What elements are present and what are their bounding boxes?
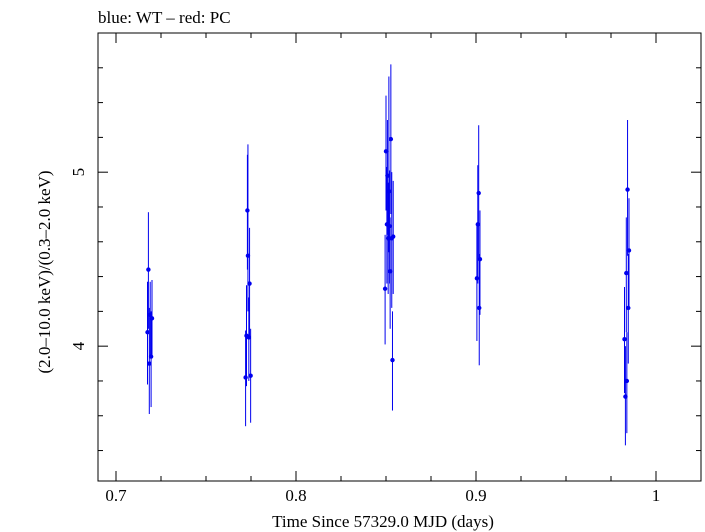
data-point	[477, 256, 483, 262]
y-tick-label: 5	[69, 168, 88, 177]
data-point	[147, 361, 152, 366]
data-point	[391, 234, 396, 239]
data-point	[388, 136, 394, 142]
chart-title: blue: WT – red: PC	[98, 8, 231, 27]
y-tick-label: 4	[69, 341, 88, 350]
y-axis-label: (2.0–10.0 keV)/(0.3–2.0 keV)	[35, 170, 54, 373]
x-tick-label: 0.7	[105, 486, 127, 505]
data-point	[626, 305, 631, 311]
data-point	[247, 281, 252, 286]
data-point	[475, 222, 480, 227]
x-tick-label: 0.9	[465, 486, 486, 505]
data-point	[387, 269, 393, 274]
x-tick-label: 0.8	[285, 486, 306, 505]
data-point	[149, 316, 155, 321]
data-point	[474, 276, 480, 281]
plot-frame	[97, 32, 702, 482]
data-point	[624, 378, 630, 384]
data-point	[145, 330, 150, 335]
x-axis-label: Time Since 57329.0 MJD (days)	[272, 512, 494, 531]
data-point	[477, 305, 482, 311]
x-tick-label: 1	[652, 486, 661, 505]
tick-labels: 0.7 0.8 0.9 1 4 5	[69, 168, 660, 505]
data-point	[387, 223, 392, 229]
data-point	[382, 286, 388, 291]
data-point	[245, 208, 250, 213]
data-point	[624, 270, 629, 276]
data-point	[248, 373, 253, 378]
data-marks	[145, 64, 632, 446]
data-point	[626, 248, 632, 253]
data-point	[476, 190, 481, 196]
data-point	[243, 375, 248, 380]
data-point	[622, 337, 627, 342]
axis-ticks	[98, 32, 702, 481]
data-point	[625, 187, 630, 192]
data-point	[146, 267, 151, 272]
data-point	[148, 354, 154, 359]
data-point	[245, 253, 251, 258]
data-point	[390, 357, 395, 363]
